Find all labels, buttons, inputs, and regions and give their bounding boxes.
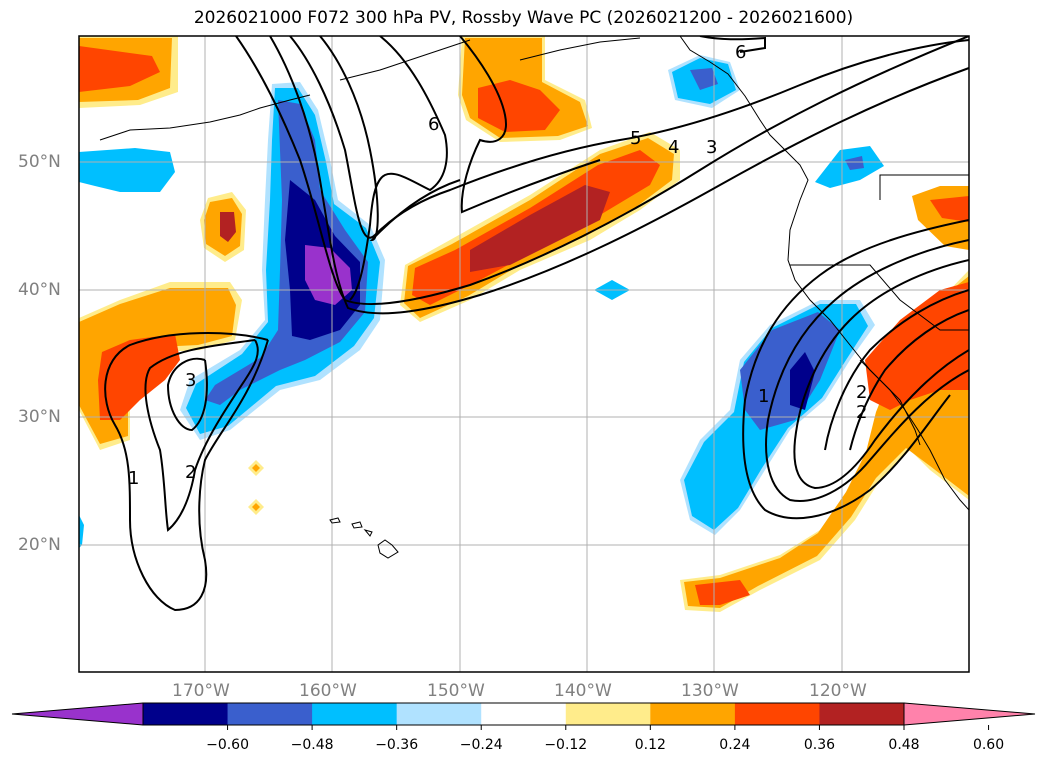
lon-label-150w: 150°W [427, 681, 485, 701]
contour-label: 3 [706, 137, 717, 158]
contour-label: 2 [185, 462, 196, 483]
colorbar-segment [734, 703, 820, 725]
rossby-wave-contours [104, 36, 969, 612]
colorbar-segment [819, 703, 905, 725]
lon-label-130w: 130°W [681, 681, 739, 701]
colorbar-segment [227, 703, 313, 725]
contour-label: 6 [735, 42, 746, 63]
lon-label-170w: 170°W [172, 681, 230, 701]
coastlines [99, 36, 969, 511]
map-frame [78, 35, 970, 673]
anomaly-positive-145w-north [458, 36, 592, 142]
colorbar-segment [650, 703, 736, 725]
colorbar-tick-label: −0.36 [375, 737, 419, 753]
colorbar-segment [565, 703, 651, 725]
contour-label: 2 [856, 382, 867, 403]
contour-label: 6 [428, 114, 439, 135]
anomaly-positive-southwest-us-ridge [680, 186, 969, 612]
colorbar-tick-label: −0.48 [290, 737, 334, 753]
colorbar [11, 702, 1036, 730]
contour-label: 1 [758, 386, 769, 407]
colorbar-tick-label: 0.36 [803, 737, 836, 753]
colorbar-segment [312, 703, 398, 725]
lon-label-160w: 160°W [299, 681, 357, 701]
lon-label-120w: 120°W [809, 681, 867, 701]
anomaly-positive-jet-streak [400, 132, 680, 322]
colorbar-segment [143, 703, 229, 725]
contour-label: 5 [630, 128, 641, 149]
lon-label-140w: 140°W [554, 681, 612, 701]
colorbar-tick-label: 0.60 [972, 737, 1005, 753]
colorbar-tick-label: 0.12 [634, 737, 666, 753]
anomaly-positive-168w [200, 192, 246, 262]
colorbar-tick-label: 0.48 [888, 737, 920, 753]
colorbar-extend-max [904, 703, 1035, 725]
hawaii-islands [329, 517, 399, 559]
anomaly-negative-160w-trough [180, 82, 385, 440]
lat-label-40n: 40°N [18, 280, 61, 300]
lat-label-20n: 20°N [18, 535, 61, 555]
colorbar-tick-label: 0.24 [719, 737, 751, 753]
contour-label: 1 [128, 468, 139, 489]
anomaly-negative-edge-20n [79, 515, 84, 548]
colorbar-extend-min [12, 703, 143, 725]
colorbar-tick-label: −0.24 [459, 737, 503, 753]
anomaly-positive-southwest [79, 282, 242, 450]
anomaly-negative-west-50n [79, 148, 175, 192]
contour-label: 2 [856, 402, 867, 423]
colorbar-segment [481, 703, 567, 725]
colorbar-tick-label: −0.12 [544, 737, 588, 753]
contour-label: 4 [668, 137, 679, 158]
anomaly-negative-alaska [668, 55, 740, 108]
colorbar-segment [396, 703, 482, 725]
colorbar-frame [142, 702, 905, 726]
anomaly-positive-dot-1-core [252, 464, 260, 472]
contour-label: 3 [185, 370, 196, 391]
map-title: 2026021000 F072 300 hPa PV, Rossby Wave … [193, 8, 854, 28]
colorbar-tick-label: −0.60 [206, 737, 249, 753]
anomaly-positive-dot-2-core [252, 503, 260, 511]
anomaly-positive-northwest [79, 36, 178, 108]
contour-label-group: 6 6 5 4 3 3 2 1 1 2 2 [128, 42, 867, 489]
anomaly-negative-120w-50n [815, 146, 884, 188]
lat-label-30n: 30°N [18, 407, 61, 427]
lat-label-50n: 50°N [18, 152, 61, 172]
